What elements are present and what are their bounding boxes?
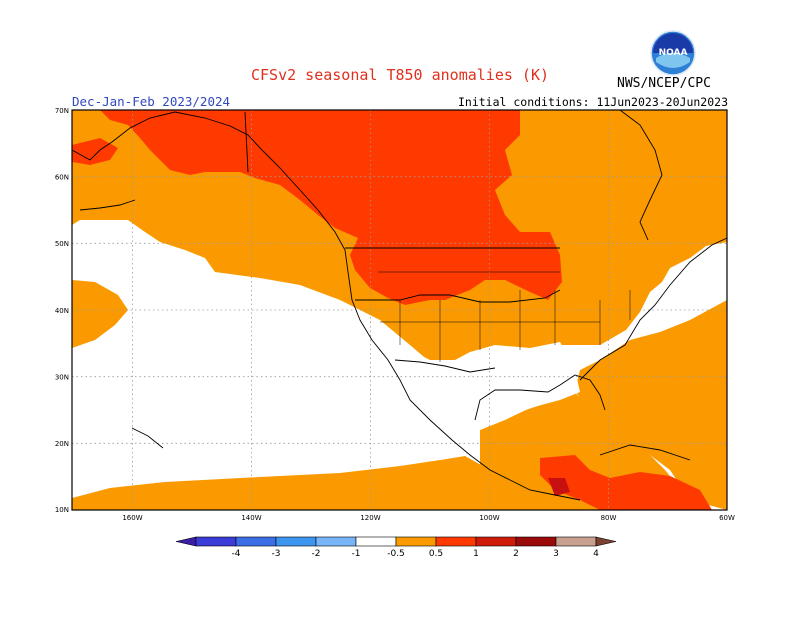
anomaly-region-red-central-america bbox=[540, 455, 712, 510]
lat-label: 30N bbox=[55, 374, 69, 382]
colorbar-swatch bbox=[515, 536, 557, 547]
colorbar-arrow-high bbox=[595, 536, 617, 547]
lat-axis: 70N 60N 50N 40N 30N 20N 10N bbox=[55, 107, 69, 514]
colorbar-label: 1 bbox=[473, 549, 479, 559]
anomaly-region-red-canada bbox=[100, 110, 562, 305]
lon-label: 140W bbox=[241, 514, 261, 522]
agency-label: NWS/NCEP/CPC bbox=[617, 76, 711, 91]
lon-label: 80W bbox=[601, 514, 617, 522]
lat-label: 50N bbox=[55, 240, 69, 248]
anomaly-region-darkred bbox=[548, 478, 570, 496]
colorbar-swatch bbox=[475, 536, 517, 547]
map-frame bbox=[71, 109, 728, 511]
colorbar-label: 2 bbox=[513, 549, 519, 559]
initial-conditions: Initial conditions: 11Jun2023-20Jun2023 bbox=[457, 95, 728, 109]
colorbar-label: -1 bbox=[352, 549, 361, 559]
lon-label: 120W bbox=[360, 514, 380, 522]
coastlines bbox=[72, 110, 727, 501]
colorbar-label: -4 bbox=[232, 549, 241, 559]
colorbar-swatch bbox=[235, 536, 277, 547]
lat-label: 70N bbox=[55, 107, 69, 115]
anomaly-region-orange-pacific-west bbox=[72, 280, 128, 348]
colorbar-swatch bbox=[555, 536, 597, 547]
forecast-period: Dec-Jan-Feb 2023/2024 bbox=[72, 94, 231, 109]
lat-label: 20N bbox=[55, 440, 69, 448]
colorbar-label: 0.5 bbox=[429, 549, 443, 559]
colorbar-swatch bbox=[195, 536, 237, 547]
logo-text: NOAA bbox=[659, 48, 688, 58]
colorbar-swatch bbox=[355, 536, 397, 547]
lat-label: 10N bbox=[55, 506, 69, 514]
colorbar-swatch bbox=[395, 536, 437, 547]
colorbar-swatch bbox=[315, 536, 357, 547]
lat-label: 40N bbox=[55, 307, 69, 315]
colorbar-arrow-low bbox=[175, 536, 197, 547]
colorbar-swatch bbox=[435, 536, 477, 547]
colorbar-label: -3 bbox=[272, 549, 281, 559]
colorbar-label: 4 bbox=[593, 549, 599, 559]
colorbar-swatch bbox=[275, 536, 317, 547]
state-borders bbox=[378, 271, 631, 362]
lon-axis: 160W 140W 120W 100W 80W 60W bbox=[122, 514, 735, 522]
colorbar-label: -0.5 bbox=[387, 549, 405, 559]
anomaly-region-orange-tropics bbox=[72, 456, 520, 510]
noaa-logo-icon: NOAA bbox=[650, 30, 696, 76]
lon-label: 60W bbox=[719, 514, 735, 522]
colorbar-label: -2 bbox=[312, 549, 321, 559]
colorbar-label: 3 bbox=[553, 549, 559, 559]
lat-label: 60N bbox=[55, 174, 69, 182]
lon-label: 160W bbox=[122, 514, 142, 522]
graticule bbox=[72, 110, 727, 510]
colorbar: -4 -3 -2 -1 -0.5 0.5 1 2 3 4 bbox=[175, 536, 617, 559]
lon-label: 100W bbox=[479, 514, 499, 522]
anomaly-region-red-yukon-pocket bbox=[72, 138, 118, 165]
chart-title: CFSv2 seasonal T850 anomalies (K) bbox=[250, 66, 549, 84]
